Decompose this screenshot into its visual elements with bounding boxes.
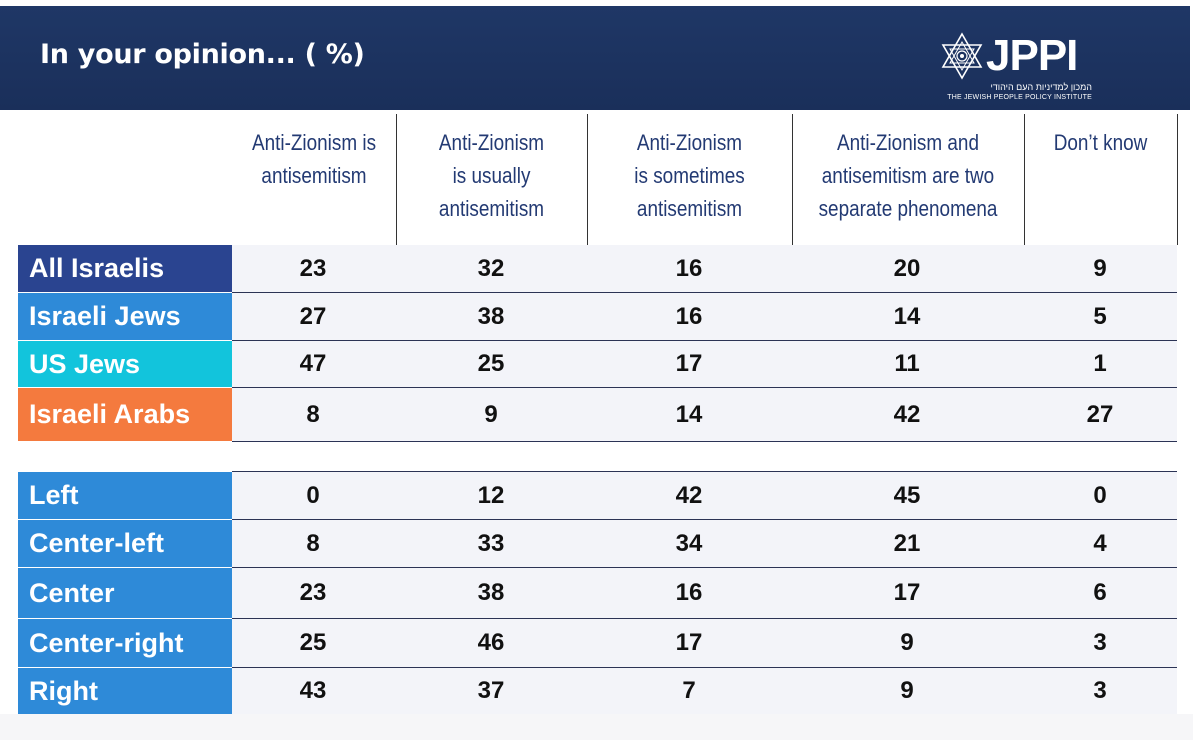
table-cell-value: 0 — [1093, 482, 1107, 509]
row-divider — [232, 519, 1177, 520]
table-cell-value: 1 — [1093, 350, 1107, 377]
table-cell-value: 17 — [893, 579, 921, 606]
table-cell-value: 32 — [477, 255, 505, 282]
page-title: In your opinion... ( %) — [40, 39, 365, 70]
row-label: Israeli Arabs — [18, 388, 232, 441]
table-cell-value: 8 — [306, 401, 320, 428]
row-divider — [232, 567, 1177, 568]
table-cell-value: 0 — [306, 482, 320, 509]
row-label: Israeli Jews — [18, 293, 232, 340]
table-cell-value: 14 — [675, 401, 703, 428]
column-header: Anti-Zionism is sometimes antisemitism — [601, 116, 777, 244]
column-separator — [587, 114, 588, 245]
header-banner: In your opinion... ( %) JPPI המכון למדינ… — [0, 6, 1190, 110]
table-cell-value: 9 — [484, 401, 498, 428]
table-cell-value: 46 — [477, 629, 505, 656]
logo-english-text: THE JEWISH PEOPLE POLICY INSTITUTE — [947, 94, 1092, 101]
table-cell-value: 9 — [900, 677, 914, 704]
table-cell-value: 34 — [675, 530, 703, 557]
row-divider — [232, 471, 1177, 472]
table-cell-value: 25 — [299, 629, 327, 656]
table-cell-value: 38 — [477, 303, 505, 330]
row-label: Center-left — [18, 520, 232, 567]
table-cell-value: 17 — [675, 629, 703, 656]
table-cell-value: 16 — [675, 255, 703, 282]
table-cell-value: 33 — [477, 530, 505, 557]
column-header: Anti-Zionism is antisemitism — [243, 116, 384, 244]
logo-wordmark: JPPI — [986, 31, 1078, 80]
table-group-background — [232, 472, 1177, 714]
row-label: Left — [18, 472, 232, 519]
table-cell-value: 45 — [893, 482, 921, 509]
table-cell-value: 16 — [675, 579, 703, 606]
row-label: Center-right — [18, 619, 232, 667]
table-cell-value: 3 — [1093, 629, 1107, 656]
column-header-label: Anti-Zionism is antisemitism — [251, 130, 377, 188]
table-cell-value: 27 — [299, 303, 327, 330]
table-cell-value: 43 — [299, 677, 327, 704]
table-cell-value: 5 — [1093, 303, 1107, 330]
row-label: Right — [18, 668, 232, 714]
column-header-label: Don’t know — [1053, 130, 1148, 155]
row-divider — [232, 618, 1177, 619]
table-cell-value: 11 — [894, 350, 920, 377]
table-cell-value: 42 — [893, 401, 921, 428]
table-cell-value: 4 — [1093, 530, 1107, 557]
table-cell-value: 6 — [1093, 579, 1107, 606]
table-cell-value: 9 — [900, 629, 914, 656]
star-of-david-icon — [941, 32, 983, 80]
table-cell-value: 17 — [675, 350, 703, 377]
footer-strip — [0, 714, 1193, 740]
jppi-logo: JPPI המכון למדיניות העם היהודי THE JEWIS… — [936, 28, 1096, 104]
table-cell-value: 8 — [306, 530, 320, 557]
column-separator — [1024, 114, 1025, 245]
table-cell-value: 3 — [1093, 677, 1107, 704]
column-header: Anti-Zionism and antisemitism are two se… — [808, 116, 1008, 244]
table-cell-value: 7 — [682, 677, 696, 704]
row-label: US Jews — [18, 341, 232, 387]
table-cell-value: 42 — [675, 482, 703, 509]
row-divider — [232, 340, 1177, 341]
table-cell-value: 23 — [299, 579, 327, 606]
table-cell-value: 47 — [299, 350, 327, 377]
table-cell-value: 37 — [477, 677, 505, 704]
table-cell-value: 12 — [477, 482, 505, 509]
row-divider — [232, 441, 1177, 442]
table-cell-value: 38 — [477, 579, 505, 606]
table-cell-value: 9 — [1093, 255, 1107, 282]
row-label: All Israelis — [18, 245, 232, 292]
column-header-label: Anti-Zionism is usually antisemitism — [438, 130, 545, 221]
row-divider — [232, 667, 1177, 668]
table-group-background — [232, 245, 1177, 441]
column-separator — [792, 114, 793, 245]
row-label: Center — [18, 568, 232, 618]
column-separator — [1177, 114, 1178, 245]
row-divider — [232, 292, 1177, 293]
table-cell-value: 23 — [299, 255, 327, 282]
table-cell-value: 20 — [893, 255, 921, 282]
table-cell-value: 16 — [675, 303, 703, 330]
row-divider — [232, 387, 1177, 388]
table-cell-value: 27 — [1086, 401, 1114, 428]
column-header: Don’t know — [1035, 116, 1167, 244]
column-header-label: Anti-Zionism is sometimes antisemitism — [634, 130, 745, 221]
column-header-label: Anti-Zionism and antisemitism are two se… — [818, 130, 998, 221]
table-cell-value: 21 — [893, 530, 921, 557]
column-separator — [396, 114, 397, 245]
table-cell-value: 25 — [477, 350, 505, 377]
logo-hebrew-text: המכון למדיניות העם היהודי — [990, 82, 1092, 92]
table-cell-value: 14 — [893, 303, 921, 330]
column-header: Anti-Zionism is usually antisemitism — [409, 116, 573, 244]
